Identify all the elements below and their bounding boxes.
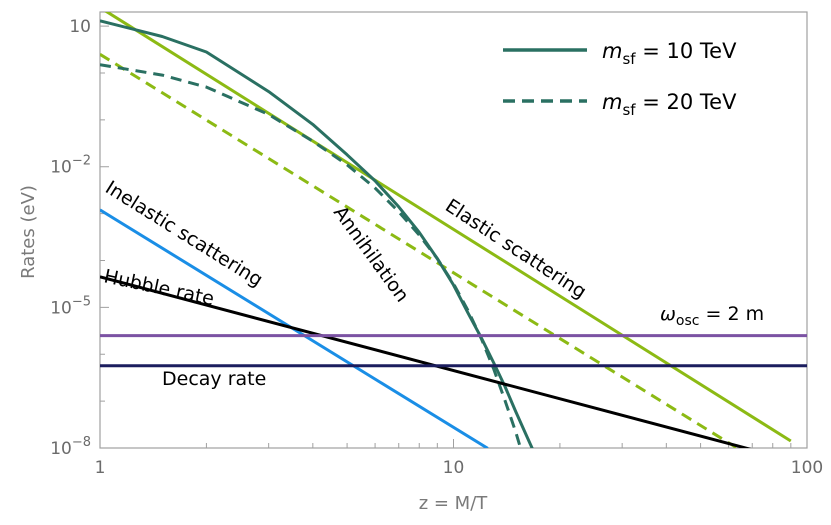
omega-subscript: osc	[676, 313, 700, 329]
legend-symbol-m: m	[602, 39, 622, 63]
y-tick-label: 10−5	[50, 294, 91, 318]
series-line-3	[100, 63, 523, 448]
y-axis-ticks: 10−8 10−5 10−2 10	[50, 17, 109, 459]
annotation-annihilation: Annihilation	[329, 202, 413, 306]
x-tick-label: 10	[443, 458, 465, 478]
legend-subscript-sf: sf	[622, 101, 636, 119]
x-tick-label: 1	[95, 458, 106, 478]
omega-text: = 2 m	[699, 303, 764, 325]
series-line-0	[104, 12, 792, 443]
legend-label-10tev: msf = 10 TeV	[602, 39, 737, 68]
series-line-5	[100, 275, 752, 448]
legend: msf = 10 TeV msf = 20 TeV	[503, 39, 737, 119]
annotation-elastic-scattering: Elastic scattering	[441, 195, 590, 303]
legend-value: = 10 TeV	[636, 39, 738, 63]
x-axis-title: z = M/T	[419, 493, 489, 514]
y-tick-label: 10−8	[50, 435, 91, 459]
omega-symbol: ω	[660, 303, 676, 325]
legend-value: = 20 TeV	[636, 90, 738, 114]
legend-subscript-sf: sf	[622, 50, 636, 68]
y-tick-label: 10−2	[50, 154, 91, 178]
series-layer	[100, 12, 807, 448]
legend-symbol-m: m	[602, 90, 622, 114]
x-axis-ticks: 1 10 100	[95, 439, 823, 478]
y-tick-label: 10	[69, 17, 91, 37]
x-tick-label: 100	[791, 458, 823, 478]
annotation-omega-osc: ωosc = 2 m	[660, 303, 764, 329]
legend-label-20tev: msf = 20 TeV	[602, 90, 737, 119]
y-axis-title: Rates (eV)	[18, 185, 39, 279]
annotation-decay-rate: Decay rate	[162, 368, 266, 390]
